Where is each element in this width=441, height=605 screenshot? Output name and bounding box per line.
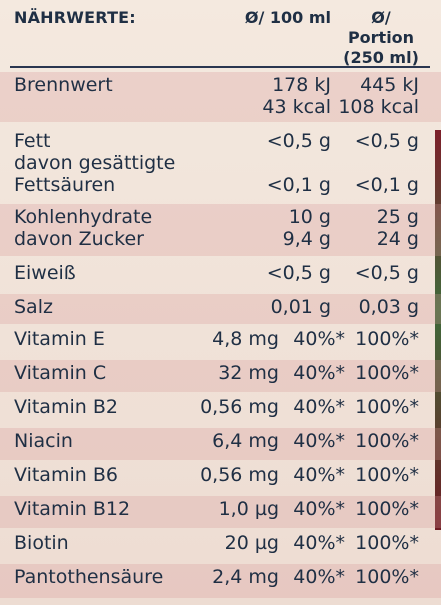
table-row-eiweiss: Eiweiß <0,5 g <0,5 g	[0, 260, 441, 290]
value-per-100ml: <0,5 g <0,1 g	[267, 130, 331, 196]
table-header: NÄHRWERTE: Ø/ 100 ml Ø/ Portion (250 ml)	[0, 0, 441, 74]
value-per-100ml: 0,01 g	[270, 296, 331, 318]
column-header-per-100ml: Ø/ 100 ml	[244, 8, 331, 27]
table-row-vitamin-e: Vitamin E 4,8 mg 40%* 100%*	[0, 326, 441, 358]
value-amount: 20 µg	[224, 532, 279, 554]
spacer	[267, 152, 331, 174]
value-nrv-100ml: 40%*	[293, 430, 345, 452]
table-row-vitamin-c: Vitamin C 32 mg 40%* 100%*	[0, 360, 441, 392]
value-nrv-portion: 100%*	[355, 566, 419, 588]
value-amount: 0,56 mg	[200, 464, 279, 486]
value-fett: <0,5 g	[354, 130, 419, 152]
value-nrv-100ml: 40%*	[293, 328, 345, 350]
value-zucker: 24 g	[376, 228, 419, 250]
label-line: davon gesättigte	[14, 152, 176, 174]
table-row-vitamin-b6: Vitamin B6 0,56 mg 40%* 100%*	[0, 462, 441, 494]
row-label: Vitamin E	[14, 328, 105, 350]
label-line: Fett	[14, 130, 51, 152]
value-kj: 445 kJ	[360, 74, 419, 96]
column-header-portion-line2: (250 ml)	[343, 48, 419, 67]
value-amount: 1,0 µg	[218, 498, 279, 520]
value-nrv-portion: 100%*	[355, 362, 419, 384]
value-amount: 4,8 mg	[212, 328, 279, 350]
value-kcal: 108 kcal	[338, 96, 419, 118]
value-nrv-portion: 100%*	[355, 532, 419, 554]
row-label: Eiweiß	[14, 262, 76, 284]
value-kohlenhydrate: 10 g	[288, 206, 331, 228]
header-divider	[10, 66, 430, 68]
value-amount: 0,56 mg	[200, 396, 279, 418]
row-label: Salz	[14, 296, 53, 318]
value-fettsaeuren: <0,1 g	[266, 174, 331, 196]
value-per-portion: 0,03 g	[358, 296, 419, 318]
row-label: Pantothensäure	[14, 566, 164, 588]
column-header-per-portion: Ø/ Portion (250 ml)	[341, 8, 421, 68]
table-row-kohlenhydrate: Kohlenhydrate davon Zucker 10 g 9,4 g 25…	[0, 204, 441, 256]
table-row-salz: Salz 0,01 g 0,03 g	[0, 294, 441, 324]
row-label: Vitamin C	[14, 362, 107, 384]
value-nrv-100ml: 40%*	[293, 396, 345, 418]
value-per-100ml: 178 kJ 43 kcal	[262, 74, 331, 118]
table-row-vitamin-b2: Vitamin B2 0,56 mg 40%* 100%*	[0, 394, 441, 426]
table-title: NÄHRWERTE:	[14, 8, 136, 27]
value-fettsaeuren: <0,1 g	[354, 174, 419, 196]
value-per-100ml: <0,5 g	[266, 262, 331, 284]
value-kohlenhydrate: 25 g	[376, 206, 419, 228]
value-kj: 178 kJ	[272, 74, 331, 96]
value-per-100ml: 10 g 9,4 g	[283, 206, 331, 250]
table-row-brennwert: Brennwert 178 kJ 43 kcal 445 kJ 108 kcal	[0, 72, 441, 122]
spacer	[355, 152, 419, 174]
row-label: Brennwert	[14, 74, 113, 96]
row-label: Fett davon gesättigte Fettsäuren	[14, 130, 175, 196]
value-nrv-100ml: 40%*	[293, 532, 345, 554]
value-nrv-portion: 100%*	[355, 396, 419, 418]
label-line: davon Zucker	[14, 228, 144, 250]
table-row-vitamin-b12: Vitamin B12 1,0 µg 40%* 100%*	[0, 496, 441, 528]
row-label: Vitamin B6	[14, 464, 118, 486]
value-per-portion: <0,5 g <0,1 g	[355, 130, 419, 196]
row-label: Niacin	[14, 430, 73, 452]
value-per-portion: <0,5 g	[354, 262, 419, 284]
row-label: Kohlenhydrate davon Zucker	[14, 206, 152, 250]
table-row-fett: Fett davon gesättigte Fettsäuren <0,5 g …	[0, 128, 441, 202]
value-nrv-portion: 100%*	[355, 464, 419, 486]
value-per-portion: 445 kJ 108 kcal	[338, 74, 419, 118]
package-edge	[435, 130, 441, 530]
value-nrv-portion: 100%*	[355, 430, 419, 452]
value-nrv-portion: 100%*	[355, 498, 419, 520]
value-zucker: 9,4 g	[282, 228, 331, 250]
value-nrv-100ml: 40%*	[293, 566, 345, 588]
label-line: Kohlenhydrate	[14, 206, 153, 228]
value-amount: 2,4 mg	[212, 566, 279, 588]
table-row-biotin: Biotin 20 µg 40%* 100%*	[0, 530, 441, 562]
table-row-niacin: Niacin 6,4 mg 40%* 100%*	[0, 428, 441, 460]
value-fett: <0,5 g	[266, 130, 331, 152]
value-nrv-100ml: 40%*	[293, 362, 345, 384]
value-nrv-portion: 100%*	[355, 328, 419, 350]
value-amount: 6,4 mg	[212, 430, 279, 452]
label-line: Fettsäuren	[14, 174, 116, 196]
value-nrv-100ml: 40%*	[293, 464, 345, 486]
value-amount: 32 mg	[218, 362, 279, 384]
value-nrv-100ml: 40%*	[293, 498, 345, 520]
row-label: Vitamin B12	[14, 498, 131, 520]
row-label: Biotin	[14, 532, 69, 554]
row-label: Vitamin B2	[14, 396, 118, 418]
table-row-pantothensaeure: Pantothensäure 2,4 mg 40%* 100%*	[0, 564, 441, 598]
value-per-portion: 25 g 24 g	[377, 206, 419, 250]
value-kcal: 43 kcal	[262, 96, 331, 118]
column-header-portion-line1: Ø/ Portion	[347, 8, 415, 47]
